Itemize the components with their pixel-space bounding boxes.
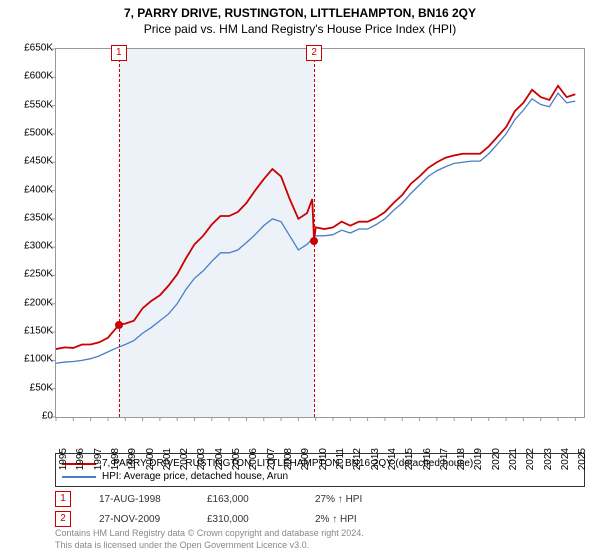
transaction-row: 2 27-NOV-2009 £310,000 2% ↑ HPI bbox=[55, 509, 395, 529]
transaction-date: 17-AUG-1998 bbox=[99, 494, 179, 505]
y-axis-tick: £650K bbox=[24, 43, 53, 54]
x-axis-tick: 2009 bbox=[300, 448, 311, 470]
transaction-marker: 1 bbox=[55, 491, 71, 507]
marker-dot bbox=[115, 321, 123, 329]
marker-label: 1 bbox=[111, 45, 127, 61]
transactions-table: 1 17-AUG-1998 £163,000 27% ↑ HPI 2 27-NOV-200… bbox=[55, 489, 395, 529]
transaction-delta: 27% ↑ HPI bbox=[315, 494, 395, 505]
x-axis-tick: 2018 bbox=[456, 448, 467, 470]
transaction-price: £163,000 bbox=[207, 494, 287, 505]
series-property bbox=[56, 86, 575, 349]
x-axis-tick: 2007 bbox=[266, 448, 277, 470]
x-axis-tick: 2003 bbox=[196, 448, 207, 470]
x-axis-tick: 2011 bbox=[335, 448, 346, 470]
transaction-row: 1 17-AUG-1998 £163,000 27% ↑ HPI bbox=[55, 489, 395, 509]
transaction-delta: 2% ↑ HPI bbox=[315, 514, 395, 525]
footer-line2: This data is licensed under the Open Gov… bbox=[55, 540, 364, 552]
x-axis-tick: 2010 bbox=[318, 448, 329, 470]
x-axis-tick: 2015 bbox=[404, 448, 415, 470]
x-axis-tick: 2000 bbox=[145, 448, 156, 470]
transaction-marker: 2 bbox=[55, 511, 71, 527]
x-axis-tick: 2019 bbox=[473, 448, 484, 470]
x-axis-tick: 1995 bbox=[58, 448, 69, 470]
x-axis-tick: 1997 bbox=[93, 448, 104, 470]
chart-plot-area: 12 bbox=[55, 48, 585, 418]
y-axis-tick: £100K bbox=[24, 354, 53, 365]
y-axis-tick: £400K bbox=[24, 184, 53, 195]
x-axis-tick: 2020 bbox=[491, 448, 502, 470]
x-axis-tick: 2001 bbox=[162, 448, 173, 470]
x-axis-tick: 1999 bbox=[127, 448, 138, 470]
transaction-date: 27-NOV-2009 bbox=[99, 514, 179, 525]
marker-dot bbox=[310, 237, 318, 245]
title-sub: Price paid vs. HM Land Registry's House … bbox=[0, 20, 600, 36]
y-axis-tick: £0 bbox=[42, 411, 53, 422]
marker-label: 2 bbox=[306, 45, 322, 61]
y-axis-tick: £300K bbox=[24, 241, 53, 252]
x-axis-tick: 2016 bbox=[422, 448, 433, 470]
x-axis-tick: 2008 bbox=[283, 448, 294, 470]
x-axis-tick: 1996 bbox=[75, 448, 86, 470]
marker-line bbox=[314, 49, 315, 417]
legend-item: HPI: Average price, detached house, Arun bbox=[62, 470, 578, 483]
title-main: 7, PARRY DRIVE, RUSTINGTON, LITTLEHAMPTO… bbox=[0, 0, 600, 20]
x-axis-tick: 1998 bbox=[110, 448, 121, 470]
transaction-price: £310,000 bbox=[207, 514, 287, 525]
x-axis-tick: 2024 bbox=[560, 448, 571, 470]
y-axis-tick: £350K bbox=[24, 212, 53, 223]
y-axis-tick: £550K bbox=[24, 99, 53, 110]
x-axis-tick: 2022 bbox=[525, 448, 536, 470]
y-axis-tick: £600K bbox=[24, 71, 53, 82]
x-axis-tick: 2023 bbox=[543, 448, 554, 470]
x-axis-tick: 2021 bbox=[508, 448, 519, 470]
x-axis-tick: 2014 bbox=[387, 448, 398, 470]
x-axis-tick: 2005 bbox=[231, 448, 242, 470]
x-axis-tick: 2004 bbox=[214, 448, 225, 470]
x-axis-tick: 2025 bbox=[577, 448, 588, 470]
legend-label: HPI: Average price, detached house, Arun bbox=[102, 471, 288, 482]
x-axis-tick: 2012 bbox=[352, 448, 363, 470]
x-axis-tick: 2017 bbox=[439, 448, 450, 470]
y-axis-tick: £150K bbox=[24, 326, 53, 337]
marker-line bbox=[119, 49, 120, 417]
x-axis-tick: 2002 bbox=[179, 448, 190, 470]
x-axis-tick: 2006 bbox=[248, 448, 259, 470]
y-axis-tick: £250K bbox=[24, 269, 53, 280]
y-axis-tick: £200K bbox=[24, 297, 53, 308]
y-axis-tick: £450K bbox=[24, 156, 53, 167]
x-axis-tick: 2013 bbox=[370, 448, 381, 470]
legend-swatch bbox=[62, 476, 96, 478]
footer-attribution: Contains HM Land Registry data © Crown c… bbox=[55, 528, 364, 551]
y-axis-tick: £50K bbox=[30, 382, 53, 393]
footer-line1: Contains HM Land Registry data © Crown c… bbox=[55, 528, 364, 540]
chart-svg bbox=[56, 49, 584, 417]
y-axis-tick: £500K bbox=[24, 127, 53, 138]
